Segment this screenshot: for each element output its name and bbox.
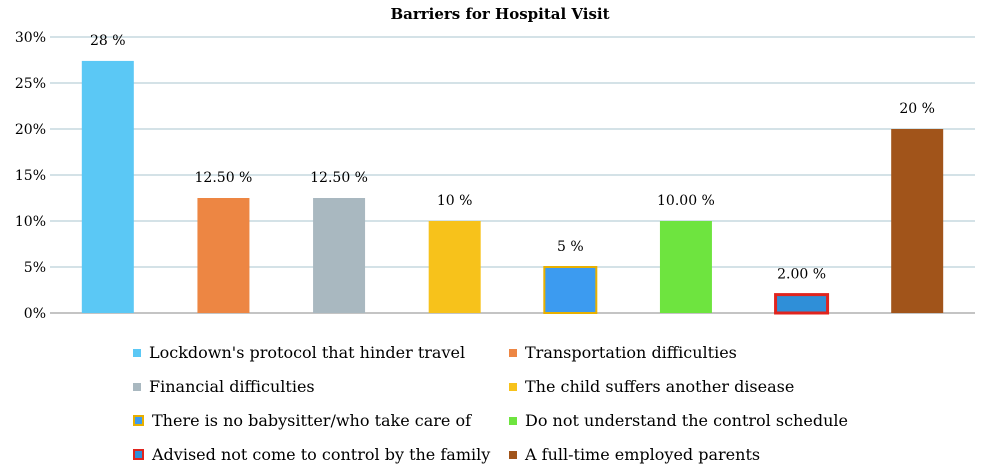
- legend-item: A full-time employed parents: [509, 445, 760, 464]
- gridlines: [50, 36, 975, 314]
- data-label: 12.50 %: [195, 170, 253, 186]
- y-tick-label: 15%: [15, 168, 46, 184]
- y-tick-label: 30%: [15, 30, 46, 46]
- bar: [197, 198, 250, 313]
- legend-label: The child suffers another disease: [525, 377, 795, 396]
- y-tick-label: 10%: [15, 214, 46, 230]
- bars: [81, 60, 944, 315]
- legend-item: The child suffers another disease: [509, 377, 794, 396]
- bar: [659, 221, 712, 313]
- data-label: 10 %: [437, 193, 473, 209]
- data-label: 20 %: [899, 101, 935, 117]
- data-label: 5 %: [557, 239, 584, 255]
- legend-label: There is no babysitter/who take care of: [152, 411, 472, 430]
- legend-item: Transportation difficulties: [509, 343, 737, 362]
- data-labels: 28 % 12.50 % 12.50 % 10 % 5 % 10.00 % 2.00 % 20…: [90, 33, 935, 283]
- legend-swatch: [133, 415, 144, 426]
- legend-label: A full-time employed parents: [525, 445, 761, 464]
- legend-swatch: [133, 348, 141, 357]
- legend-item: Do not understand the control schedule: [509, 411, 848, 430]
- legend-swatch: [133, 449, 144, 460]
- data-label: 2.00 %: [777, 267, 826, 283]
- legend-swatch: [509, 416, 517, 425]
- legend-item: Advised not come to control by the famil…: [133, 445, 490, 464]
- data-label: 10.00 %: [657, 193, 715, 209]
- y-tick-label: 20%: [15, 122, 46, 138]
- legend-label: Transportation difficulties: [525, 343, 737, 362]
- bar: [428, 221, 481, 313]
- y-tick-label: 0%: [24, 306, 46, 322]
- legend-swatch: [509, 450, 517, 459]
- legend-label: Lockdown's protocol that hinder travel: [149, 343, 466, 362]
- legend-item: Lockdown's protocol that hinder travel: [133, 343, 465, 362]
- legend-label: Financial difficulties: [149, 377, 315, 396]
- legend-swatch: [509, 348, 517, 357]
- legend-swatch: [133, 382, 141, 391]
- data-label: 12.50 %: [310, 170, 368, 186]
- legend-item: Financial difficulties: [133, 377, 315, 396]
- bar: [774, 293, 830, 315]
- chart-title: Barriers for Hospital Visit: [390, 5, 609, 23]
- y-tick-label: 5%: [24, 260, 46, 276]
- y-axis: 0% 5% 10% 15% 20% 25% 30%: [15, 30, 46, 322]
- bar: [543, 266, 598, 314]
- legend-label: Do not understand the control schedule: [525, 411, 848, 430]
- y-tick-label: 25%: [15, 76, 46, 92]
- legend-item: There is no babysitter/who take care of: [133, 411, 471, 430]
- bar: [81, 60, 134, 313]
- data-label: 28 %: [90, 33, 126, 49]
- bar: [313, 198, 366, 313]
- legend-label: Advised not come to control by the famil…: [152, 445, 491, 464]
- bar: [891, 129, 944, 313]
- legend-swatch: [509, 382, 517, 391]
